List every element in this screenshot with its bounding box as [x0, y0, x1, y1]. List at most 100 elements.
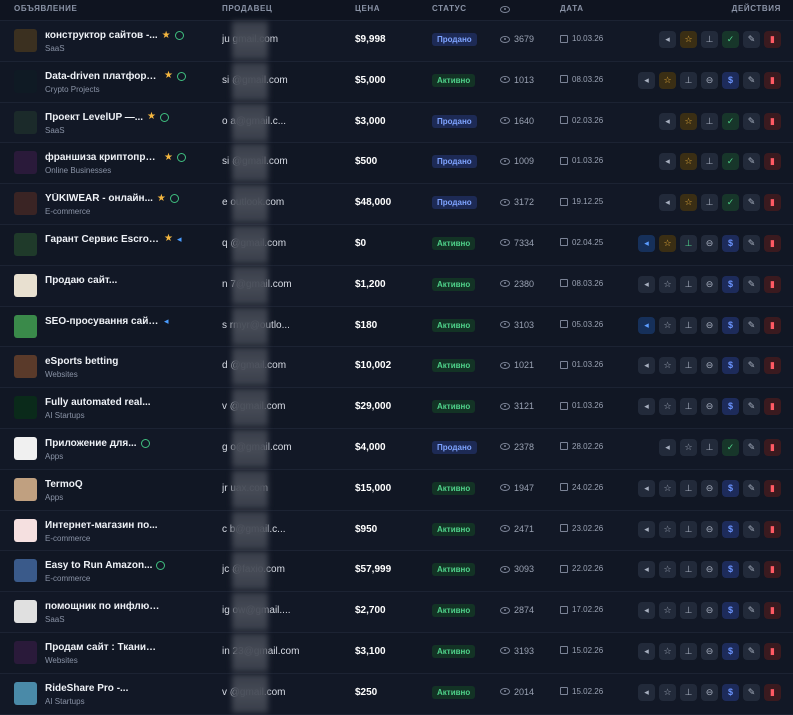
delete-button[interactable]: ▮: [764, 438, 781, 456]
pin-button[interactable]: ⊥: [680, 234, 697, 252]
feature-star-button[interactable]: ☆: [659, 683, 676, 701]
header-listing[interactable]: ОБЪЯВЛЕНИЕ: [14, 4, 78, 13]
delete-button[interactable]: ▮: [764, 153, 781, 171]
listing-title-line[interactable]: франшиза криптопроекта ★: [45, 151, 215, 164]
listing-title-line[interactable]: RideShare Pro -...: [45, 682, 215, 695]
delete-button[interactable]: ▮: [764, 275, 781, 293]
listing-thumbnail[interactable]: [14, 477, 37, 501]
listing-thumbnail[interactable]: [14, 436, 37, 460]
mark-sold-button[interactable]: ⊖: [701, 479, 718, 497]
listing-title[interactable]: RideShare Pro -...: [45, 682, 129, 694]
edit-button[interactable]: ✎: [743, 112, 760, 130]
edit-button[interactable]: ✎: [743, 398, 760, 416]
listing-thumbnail[interactable]: [14, 314, 37, 338]
feature-star-button[interactable]: ☆: [659, 561, 676, 579]
listing-title-line[interactable]: TermoQ: [45, 478, 215, 491]
price-button[interactable]: $: [722, 683, 739, 701]
table-row[interactable]: франшиза криптопроекта ★ Online Businesses…: [0, 143, 793, 185]
feature-star-button[interactable]: ☆: [659, 71, 676, 89]
price-button[interactable]: $: [722, 316, 739, 334]
pin-button[interactable]: ⊥: [701, 31, 718, 48]
listing-title-line[interactable]: Easy to Run Amazon...: [45, 559, 215, 572]
price-button[interactable]: $: [722, 275, 739, 293]
pin-button[interactable]: ⊥: [680, 561, 697, 579]
table-row[interactable]: SEO-просування сайтів◂s rmyr@outlo...$18…: [0, 306, 793, 348]
price-button[interactable]: $: [722, 479, 739, 497]
listing-title-line[interactable]: Data-driven платформа... ★: [45, 70, 215, 83]
pin-button[interactable]: ⊥: [680, 520, 697, 538]
mark-sold-button[interactable]: ⊖: [701, 683, 718, 701]
pin-button[interactable]: ⊥: [680, 71, 697, 89]
price-button[interactable]: $: [722, 398, 739, 416]
listing-thumbnail[interactable]: [14, 192, 37, 216]
listing-title-line[interactable]: YŪKIWEAR - онлайн... ★: [45, 192, 215, 205]
delete-button[interactable]: ▮: [764, 357, 781, 375]
delete-button[interactable]: ▮: [764, 642, 781, 660]
listing-title-line[interactable]: Fully automated real...: [45, 396, 215, 409]
promote-button[interactable]: ◂: [638, 316, 655, 334]
price-button[interactable]: $: [722, 234, 739, 252]
listing-thumbnail[interactable]: [14, 518, 37, 542]
edit-button[interactable]: ✎: [743, 561, 760, 579]
delete-button[interactable]: ▮: [764, 194, 781, 212]
listing-thumbnail[interactable]: [14, 69, 37, 93]
header-date[interactable]: ДАТА: [560, 4, 584, 13]
edit-button[interactable]: ✎: [743, 642, 760, 660]
pin-button[interactable]: ⊥: [680, 683, 697, 701]
listing-title[interactable]: франшиза криптопроекта: [45, 152, 160, 164]
pin-button[interactable]: ⊥: [701, 153, 718, 171]
table-row[interactable]: Data-driven платформа... ★ Crypto Projects…: [0, 61, 793, 103]
listing-title[interactable]: eSports betting: [45, 356, 119, 368]
feature-star-button[interactable]: ☆: [680, 112, 697, 130]
promote-button[interactable]: ◂: [638, 234, 655, 252]
edit-button[interactable]: ✎: [743, 316, 760, 334]
delete-button[interactable]: ▮: [764, 316, 781, 334]
price-button[interactable]: $: [722, 357, 739, 375]
promote-button[interactable]: ◂: [659, 438, 676, 456]
listing-title[interactable]: Интернет-магазин по...: [45, 519, 158, 531]
promote-button[interactable]: ◂: [638, 398, 655, 416]
promote-button[interactable]: ◂: [638, 683, 655, 701]
mark-sold-button[interactable]: ⊖: [701, 275, 718, 293]
pin-button[interactable]: ⊥: [701, 112, 718, 130]
listing-title[interactable]: YŪKIWEAR - онлайн...: [45, 193, 153, 205]
pin-button[interactable]: ⊥: [680, 357, 697, 375]
feature-star-button[interactable]: ☆: [659, 520, 676, 538]
listing-title[interactable]: Fully automated real...: [45, 397, 151, 409]
listing-title[interactable]: TermoQ: [45, 478, 83, 490]
table-row[interactable]: Гарант Сервис Escrow...★◂q @gmail.com$0А…: [0, 224, 793, 266]
promote-button[interactable]: ◂: [659, 153, 676, 171]
listing-title[interactable]: Приложение для...: [45, 437, 137, 449]
feature-star-button[interactable]: ☆: [659, 642, 676, 660]
mark-sold-button[interactable]: ✓: [722, 112, 739, 130]
edit-button[interactable]: ✎: [743, 683, 760, 701]
pin-button[interactable]: ⊥: [680, 602, 697, 620]
price-button[interactable]: $: [722, 520, 739, 538]
listing-title-line[interactable]: Продаю сайт...: [45, 274, 215, 287]
delete-button[interactable]: ▮: [764, 561, 781, 579]
listing-title-line[interactable]: Интернет-магазин по...: [45, 519, 215, 532]
pin-button[interactable]: ⊥: [680, 479, 697, 497]
pin-button[interactable]: ⊥: [680, 642, 697, 660]
mark-sold-button[interactable]: ⊖: [701, 316, 718, 334]
listing-thumbnail[interactable]: [14, 110, 37, 134]
listing-title[interactable]: Data-driven платформа...: [45, 70, 160, 82]
mark-sold-button[interactable]: ⊖: [701, 602, 718, 620]
feature-star-button[interactable]: ☆: [659, 316, 676, 334]
mark-sold-button[interactable]: ✓: [722, 194, 739, 212]
edit-button[interactable]: ✎: [743, 234, 760, 252]
promote-button[interactable]: ◂: [638, 602, 655, 620]
delete-button[interactable]: ▮: [764, 31, 781, 48]
edit-button[interactable]: ✎: [743, 275, 760, 293]
listing-title[interactable]: Easy to Run Amazon...: [45, 560, 153, 572]
promote-button[interactable]: ◂: [638, 561, 655, 579]
